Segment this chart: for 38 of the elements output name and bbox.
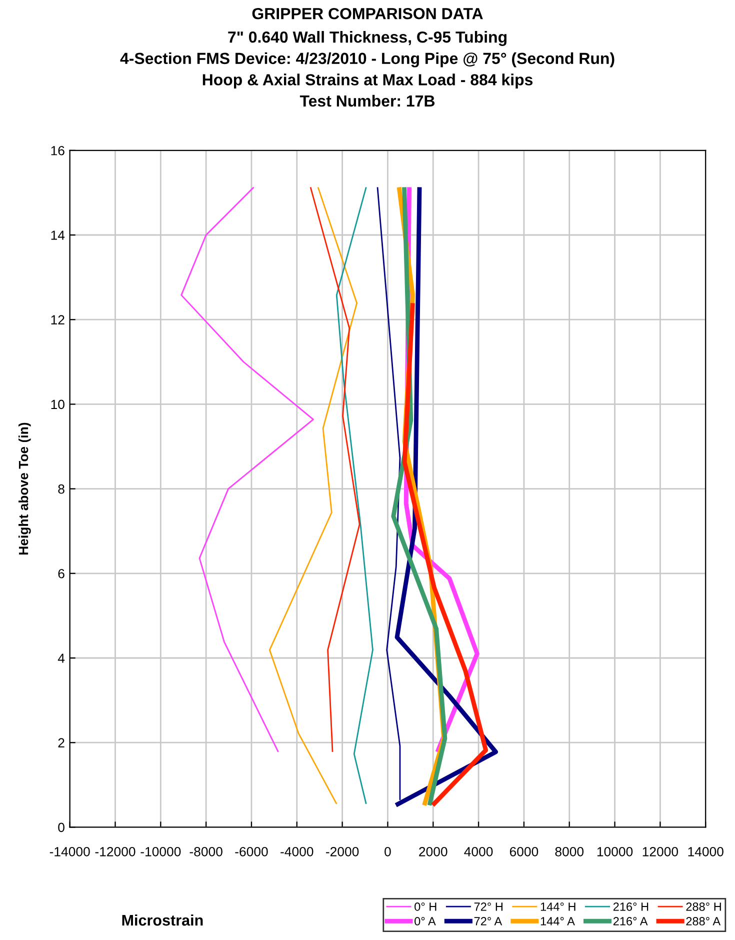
legend-label: 72° H <box>474 902 502 911</box>
x-tick-label: 14000 <box>688 846 724 856</box>
x-tick-label: -6000 <box>235 846 268 856</box>
x-tick-label: 12000 <box>642 846 678 856</box>
x-axis-title: Microstrain <box>122 914 203 926</box>
legend-label: 216° A <box>613 917 648 926</box>
y-tick-label: 16 <box>51 146 64 156</box>
legend-label: 144° A <box>540 917 575 926</box>
y-tick-label: 10 <box>51 400 64 410</box>
x-tick-label: 4000 <box>464 846 493 856</box>
legend-label: 0° A <box>414 917 436 926</box>
x-tick-label: 2000 <box>419 846 448 856</box>
x-tick-label: -12000 <box>95 846 136 856</box>
y-tick-label: 0 <box>58 822 64 832</box>
x-tick-label: -8000 <box>190 846 222 856</box>
y-tick-label: 2 <box>58 738 64 748</box>
x-tick-label: 8000 <box>555 846 584 856</box>
y-tick-label: 12 <box>51 315 64 324</box>
x-tick-label: -14000 <box>50 846 90 856</box>
x-tick-label: 10000 <box>597 846 633 856</box>
legend-label: 144° H <box>540 902 576 911</box>
x-tick-label: -2000 <box>326 846 359 856</box>
y-tick-label: 14 <box>51 230 65 240</box>
chart-title: GRIPPER COMPARISON DATA <box>252 8 483 20</box>
chart-subtitle: 7" 0.640 Wall Thickness, C-95 Tubing 4-Section FMS Device: 4/23/2010 - Long Pipe @ 75° (Second Run) Hoop & Axial Strains at Max Load - 884 kips Test Number: 17B <box>120 31 614 107</box>
legend-label: 288° A <box>686 917 721 926</box>
legend-label: 216° H <box>613 902 648 911</box>
y-axis-title: Height above Toe (in) <box>18 422 31 554</box>
legend-label: 0° H <box>414 902 436 911</box>
x-tick-label: -4000 <box>280 846 314 856</box>
legend-label: 288° H <box>686 902 721 911</box>
y-tick-label: 8 <box>58 484 64 494</box>
legend-label: 72° A <box>474 917 502 926</box>
x-tick-label: -10000 <box>140 846 181 856</box>
y-tick-label: 6 <box>58 568 64 578</box>
x-tick-label: 0 <box>384 846 391 856</box>
y-tick-label: 4 <box>58 654 65 663</box>
x-tick-label: 6000 <box>510 846 538 856</box>
